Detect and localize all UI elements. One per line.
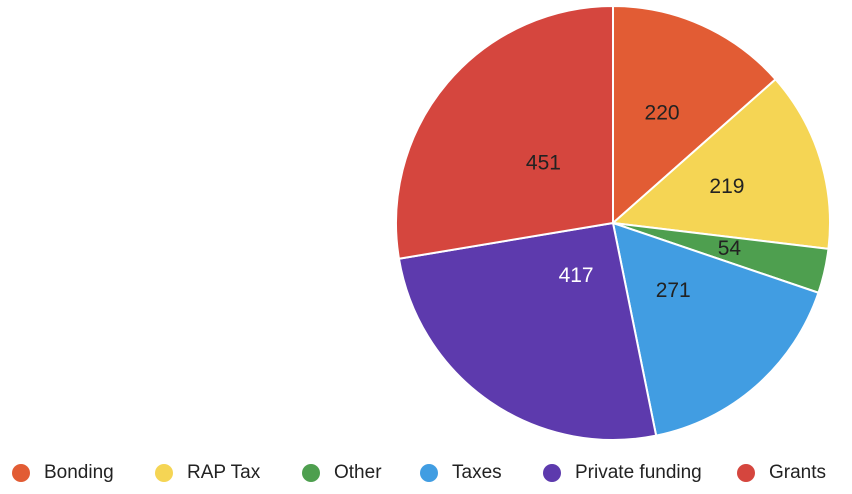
legend-swatch-icon (737, 464, 755, 482)
legend-swatch-icon (302, 464, 320, 482)
legend-label: Private funding (575, 462, 702, 483)
legend-item-private-funding[interactable]: Private funding (543, 455, 702, 491)
pie-slice-grants[interactable] (395, 4, 614, 260)
legend-item-grants[interactable]: Grants (737, 455, 826, 491)
data-label-grants: 451 (526, 152, 561, 175)
data-label-rap-tax: 219 (709, 175, 744, 198)
legend-label: RAP Tax (187, 462, 261, 483)
legend-swatch-icon (420, 464, 438, 482)
pie-slices (395, 4, 831, 441)
legend-swatch-icon (543, 464, 561, 482)
pie-slice-rap-tax[interactable] (610, 77, 831, 250)
legend-label: Taxes (452, 462, 502, 483)
pie-slice-private-funding[interactable] (397, 221, 658, 441)
data-label-other: 54 (718, 237, 742, 260)
pie-slice-bonding[interactable] (612, 4, 778, 226)
legend-item-other[interactable]: Other (302, 455, 382, 491)
legend-swatch-icon (12, 464, 30, 482)
legend-label: Bonding (44, 462, 114, 483)
chart-legend: Bonding RAP Tax Other Taxes Private funding G… (0, 455, 852, 491)
data-label-bonding: 220 (645, 102, 680, 125)
legend-item-taxes[interactable]: Taxes (420, 455, 502, 491)
legend-label: Other (334, 462, 382, 483)
legend-swatch-icon (155, 464, 173, 482)
data-label-taxes: 271 (656, 279, 691, 302)
pie-data-labels: 220 219 54 271 417 451 (526, 102, 745, 302)
legend-item-rap-tax[interactable]: RAP Tax (155, 455, 260, 491)
legend-label: Grants (769, 462, 827, 483)
data-label-private-funding: 417 (559, 264, 594, 287)
legend-item-bonding[interactable]: Bonding (12, 455, 114, 491)
pie-slice-taxes[interactable] (611, 221, 820, 437)
